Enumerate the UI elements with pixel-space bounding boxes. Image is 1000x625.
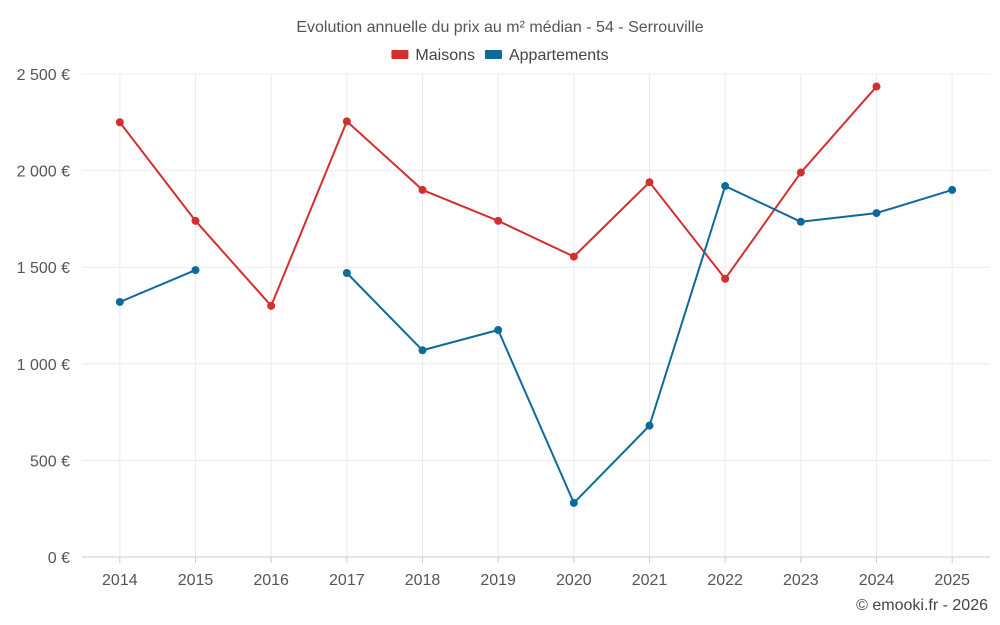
y-tick-label: 1 500 € — [17, 260, 70, 277]
data-point[interactable] — [191, 266, 200, 275]
legend-label: Maisons — [415, 47, 475, 64]
legend-item-maisons[interactable]: Maisons — [391, 47, 475, 64]
series-line — [119, 269, 196, 303]
data-point[interactable] — [115, 297, 124, 306]
data-point[interactable] — [342, 117, 351, 126]
data-point[interactable] — [267, 301, 276, 310]
x-tick-label: 2016 — [253, 572, 289, 589]
data-point[interactable] — [191, 216, 200, 225]
data-point[interactable] — [418, 346, 427, 355]
data-point[interactable] — [115, 118, 124, 127]
credit-text: © emooki.fr - 2026 — [856, 597, 988, 614]
chart-title: Evolution annuelle du prix au m² médian … — [296, 19, 703, 36]
data-point[interactable] — [796, 217, 805, 226]
x-tick-label: 2025 — [934, 572, 970, 589]
series-layer — [115, 82, 957, 507]
legend-item-appartements[interactable]: Appartements — [484, 47, 609, 64]
data-point[interactable] — [494, 216, 503, 225]
x-tick-label: 2017 — [329, 572, 365, 589]
x-tick-label: 2014 — [102, 572, 138, 589]
legend-swatch — [391, 50, 409, 59]
x-tick-label: 2024 — [859, 572, 895, 589]
data-point[interactable] — [418, 185, 427, 194]
series-maisons — [115, 82, 881, 310]
y-tick-label: 1 000 € — [17, 357, 70, 374]
data-point[interactable] — [721, 274, 730, 283]
x-tick-label: 2022 — [707, 572, 743, 589]
y-tick-label: 500 € — [30, 453, 70, 470]
data-point[interactable] — [721, 182, 730, 191]
data-point[interactable] — [948, 185, 957, 194]
x-axis: 2014 2015 2016 2017 2018 2019 2020 2021 2022 2023… — [82, 556, 990, 589]
legend-swatch — [484, 50, 502, 59]
y-tick-label: 0 € — [48, 550, 70, 567]
data-point[interactable] — [569, 498, 578, 507]
data-point[interactable] — [645, 178, 654, 187]
data-point[interactable] — [872, 209, 881, 218]
y-axis: 0 € 500 € 1 000 € 1 500 € 2 000 € 2 500 € — [17, 67, 70, 567]
series-appartements — [115, 182, 957, 507]
y-tick-label: 2 000 € — [17, 164, 70, 181]
data-point[interactable] — [872, 82, 881, 91]
grid — [82, 73, 990, 557]
data-point[interactable] — [645, 421, 654, 430]
data-point[interactable] — [796, 168, 805, 177]
x-tick-label: 2019 — [480, 572, 516, 589]
x-tick-label: 2015 — [178, 572, 214, 589]
data-point[interactable] — [569, 252, 578, 261]
x-tick-label: 2023 — [783, 572, 819, 589]
x-tick-label: 2021 — [632, 572, 668, 589]
legend-label: Appartements — [509, 47, 609, 64]
legend: Maisons Appartements — [391, 47, 609, 64]
data-point[interactable] — [494, 325, 503, 334]
data-point[interactable] — [342, 268, 351, 277]
y-tick-label: 2 500 € — [17, 67, 70, 84]
x-tick-label: 2018 — [405, 572, 441, 589]
x-tick-label: 2020 — [556, 572, 592, 589]
